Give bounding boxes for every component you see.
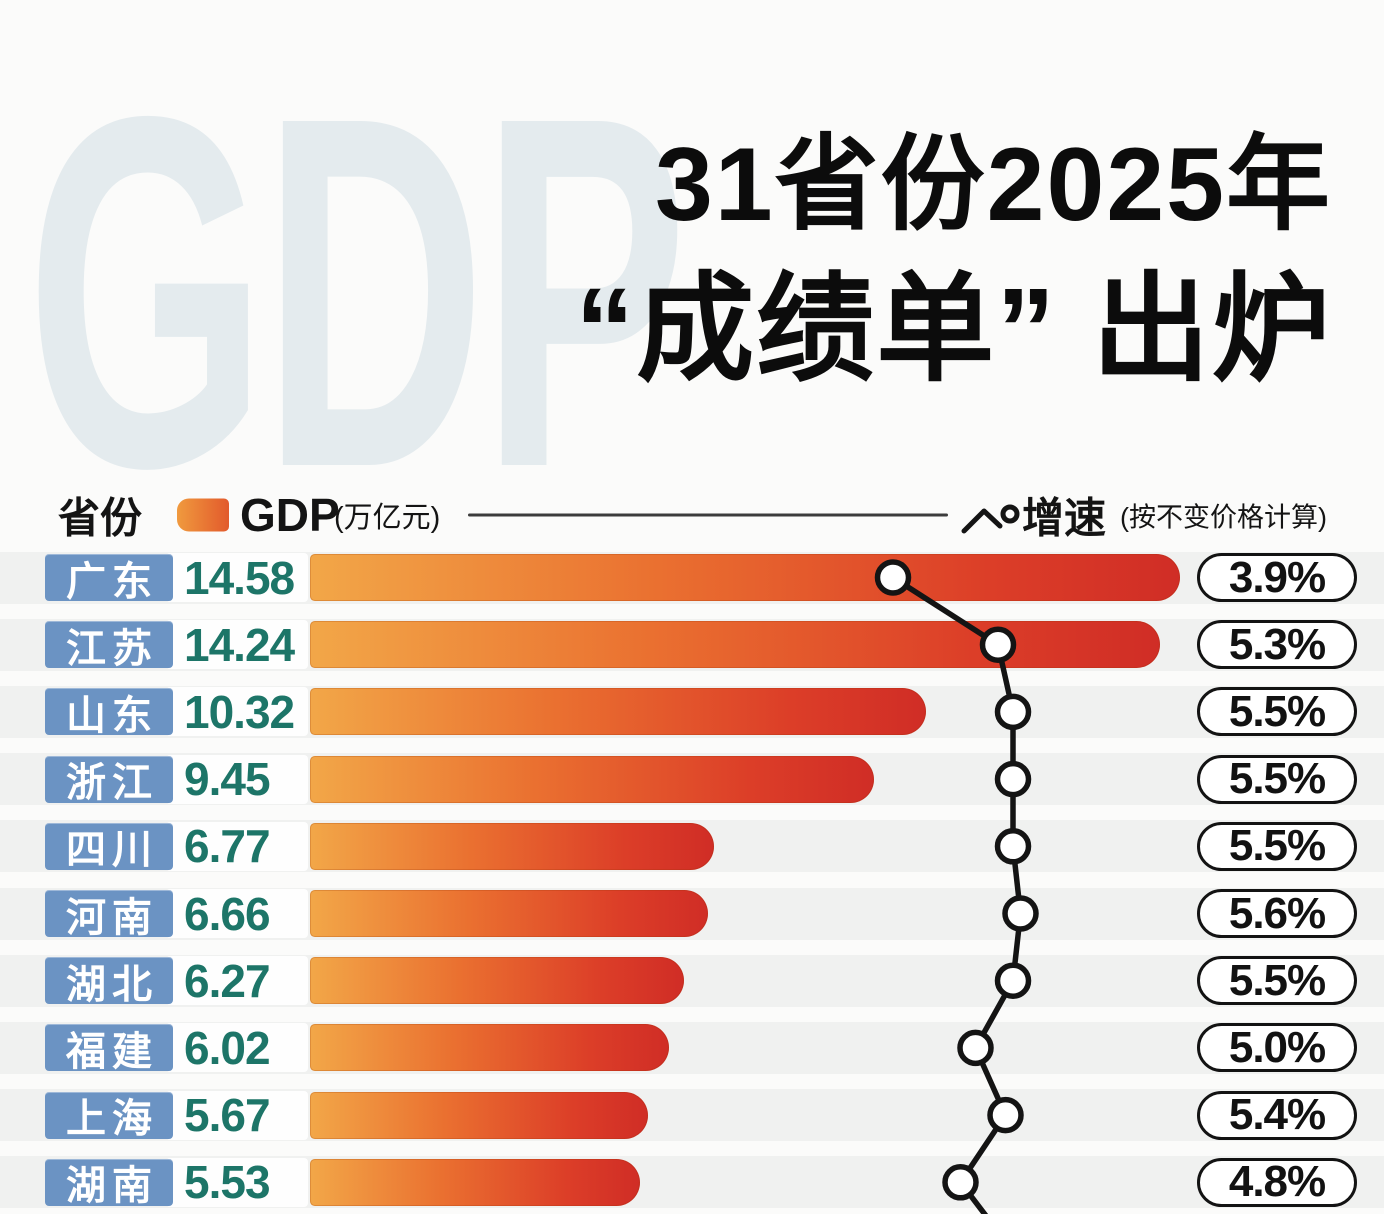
- gdp-bar: [310, 890, 708, 937]
- page-title-line2: “成绩单” 出炉: [575, 263, 1332, 396]
- gdp-value: 9.45: [184, 753, 271, 806]
- growth-pill: 5.5%: [1197, 956, 1357, 1006]
- gdp-bar: [310, 1024, 670, 1072]
- gdp-watermark-text: GDP: [26, 12, 688, 571]
- gdp-swatch-icon: [177, 498, 229, 532]
- province-label: 广东: [45, 554, 173, 604]
- growth-pill: 5.5%: [1197, 754, 1357, 804]
- legend: 省份 GDP (万亿元) 增速 (按不变价格计算): [0, 486, 1384, 544]
- growth-pill: 4.8%: [1197, 1157, 1357, 1207]
- gdp-value: 6.77: [184, 820, 271, 873]
- value-backdrop: [166, 754, 308, 804]
- gdp-value: 6.27: [184, 954, 271, 1007]
- province-label: 福建: [45, 1024, 173, 1074]
- gdp-bar: [310, 755, 875, 803]
- value-backdrop: [166, 889, 308, 938]
- gdp-bar: [310, 822, 715, 870]
- province-legend-label: 省份: [58, 494, 143, 542]
- value-backdrop: [166, 1023, 308, 1073]
- growth-pill: 5.6%: [1197, 889, 1357, 938]
- page-title: 31省份2025年 “成绩单” 出炉: [575, 124, 1332, 400]
- growth-legend-label: 增速: [1022, 494, 1107, 542]
- gdp-value: 10.32: [184, 685, 295, 738]
- growth-pill: 5.4%: [1197, 1090, 1357, 1140]
- value-backdrop: [166, 687, 308, 737]
- gdp-bar: [310, 554, 1181, 601]
- gdp-bar: [310, 688, 927, 736]
- growth-pill: 3.9%: [1197, 553, 1357, 602]
- value-backdrop: [166, 1090, 308, 1140]
- legend-divider-line: [468, 513, 948, 517]
- province-label: 湖北: [45, 957, 173, 1007]
- province-label: 上海: [45, 1091, 173, 1141]
- growth-pill: 5.3%: [1197, 620, 1357, 670]
- gdp-bar: [310, 621, 1161, 669]
- value-backdrop: [166, 956, 308, 1006]
- page-title-line1: 31省份2025年: [654, 127, 1332, 243]
- value-backdrop: [166, 821, 308, 871]
- gdp-bar: [310, 1091, 649, 1139]
- growth-pill: 5.5%: [1197, 821, 1357, 871]
- gdp-bar: [310, 957, 685, 1005]
- growth-pill: 5.5%: [1197, 687, 1357, 737]
- province-label: 四川: [45, 822, 173, 872]
- value-backdrop: [166, 1157, 308, 1207]
- province-label: 江苏: [45, 621, 173, 671]
- gdp-value: 14.58: [184, 551, 295, 604]
- province-label: 山东: [45, 688, 173, 738]
- value-backdrop: [166, 553, 308, 602]
- gdp-value: 5.53: [184, 1156, 271, 1209]
- province-label: 河南: [45, 890, 173, 940]
- gdp-value: 6.02: [184, 1021, 271, 1074]
- gdp-value: 5.67: [184, 1089, 271, 1142]
- gdp-unit-label: (万亿元): [334, 502, 441, 534]
- growth-note-label: (按不变价格计算): [1120, 502, 1327, 533]
- province-label: 湖南: [45, 1158, 173, 1208]
- growth-pill: 5.0%: [1197, 1023, 1357, 1073]
- gdp-value: 6.66: [184, 887, 271, 940]
- gdp-legend-label: GDP: [240, 489, 340, 541]
- value-backdrop: [166, 620, 308, 670]
- gdp-bar: [310, 1158, 641, 1206]
- gdp-value: 14.24: [184, 618, 295, 671]
- province-label: 浙江: [45, 755, 173, 805]
- growth-line-icon: [961, 504, 1020, 534]
